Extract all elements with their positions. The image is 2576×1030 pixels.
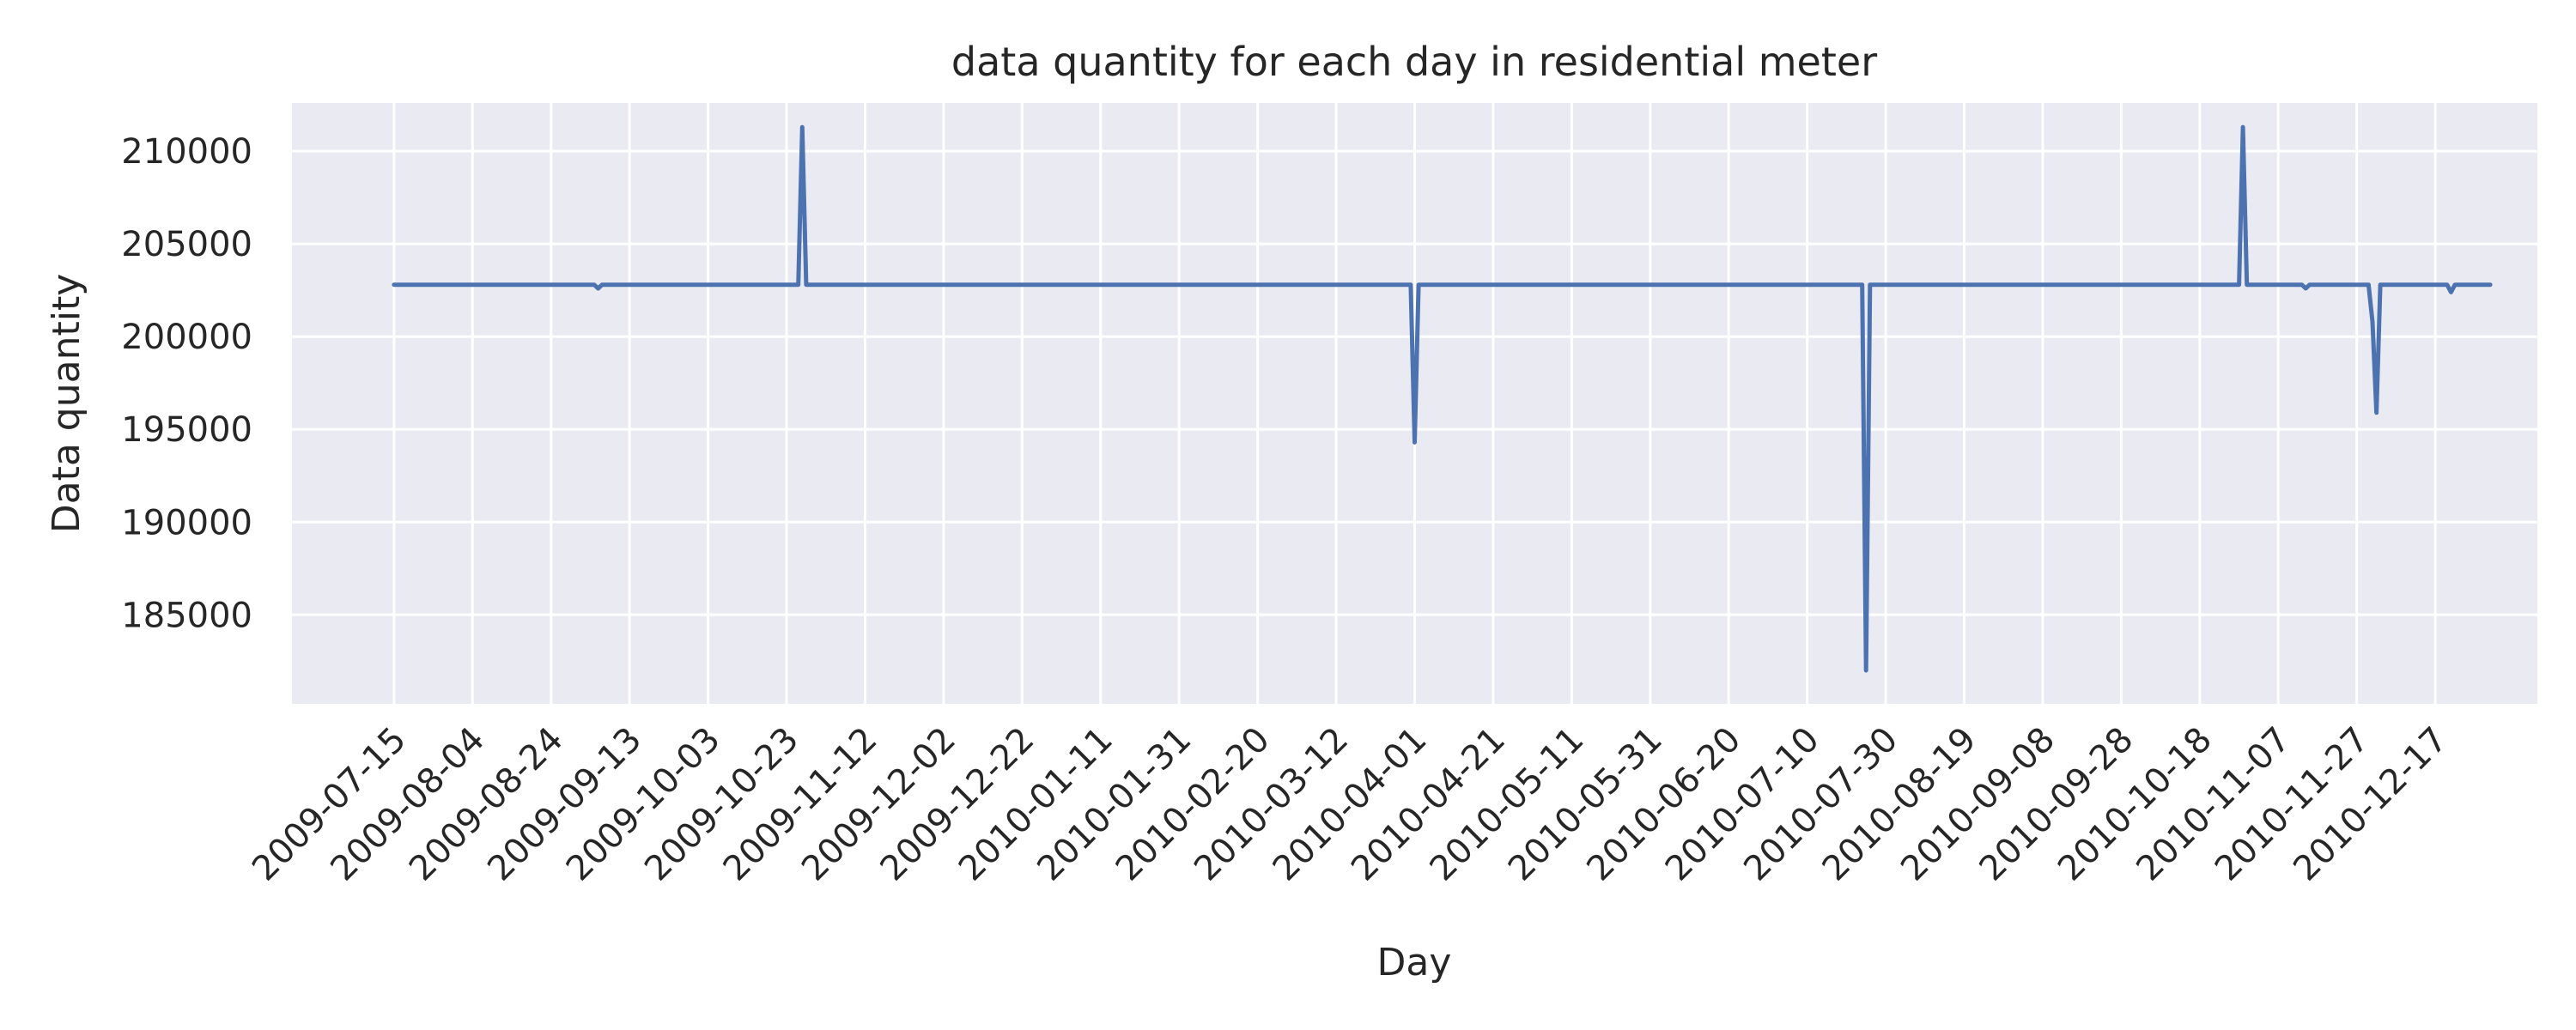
y-tick-label: 190000 (121, 503, 252, 542)
y-tick-label: 195000 (121, 410, 252, 450)
y-tick-label: 210000 (121, 132, 252, 172)
y-tick-label: 185000 (121, 596, 252, 635)
y-tick-label: 205000 (121, 225, 252, 264)
series-line (392, 124, 2493, 673)
y-tick-label: 200000 (121, 318, 252, 357)
x-tick-labels: 2009-07-152009-08-042009-08-242009-09-13… (245, 720, 2455, 889)
x-gridlines (392, 103, 2437, 704)
x-axis-label: Day (1377, 941, 1452, 985)
y-tick-labels: 185000 190000 195000 200000 205000 210000 (121, 132, 252, 635)
y-axis-label: Data quantity (45, 274, 88, 533)
chart-title: data quantity for each day in residentia… (951, 39, 1877, 85)
